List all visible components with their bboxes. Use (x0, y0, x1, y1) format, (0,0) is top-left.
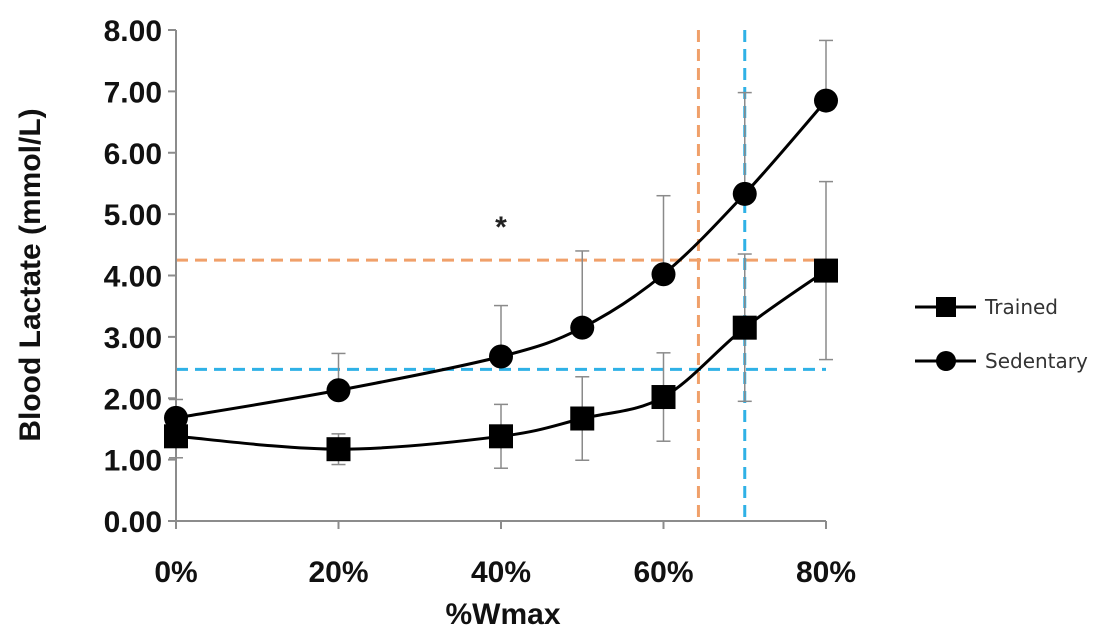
y-tick-label: 7.00 (104, 76, 162, 109)
y-tick-label: 2.00 (104, 383, 162, 416)
x-tick-label: 60% (633, 556, 693, 589)
y-tick-label: 5.00 (104, 199, 162, 232)
x-tick-label: 0% (154, 556, 197, 589)
significance-asterisk: * (495, 211, 507, 244)
trained-point (814, 258, 838, 283)
sedentary-point (164, 405, 188, 430)
y-tick-label: 6.00 (104, 138, 162, 171)
legend-label-trained: Trained (984, 295, 1058, 319)
x-tick-label: 20% (308, 556, 368, 589)
trained-point (326, 437, 351, 462)
trained-point (651, 385, 676, 410)
sedentary-point (489, 344, 513, 369)
sedentary-point (326, 378, 351, 403)
y-tick-label: 8.00 (104, 15, 162, 48)
series-markers (164, 88, 838, 462)
sedentary-point (732, 181, 757, 206)
y-axis-title: Blood Lactate (mmol/L) (14, 108, 47, 441)
series-lines (175, 99, 828, 451)
legend-label-sedentary: Sedentary (985, 349, 1088, 373)
sedentary-point (651, 262, 676, 287)
y-tick-label: 1.00 (104, 445, 162, 478)
trained-point (570, 406, 595, 431)
x-tick-label: 40% (471, 556, 531, 589)
sedentary-point (570, 315, 595, 340)
trained-point (732, 315, 757, 340)
legend: Trained Sedentary (915, 295, 1088, 373)
trained-point (489, 424, 513, 449)
y-tick-label: 3.00 (104, 322, 162, 355)
sedentary-point (814, 88, 838, 113)
y-tick-label: 4.00 (104, 261, 162, 294)
y-tick-label: 0.00 (104, 506, 162, 539)
legend-marker-sedentary (936, 351, 956, 371)
legend-marker-trained (936, 297, 956, 317)
y-axis-ticks: 0.00 1.00 2.00 3.00 4.00 5.00 6.00 7.00 8.00 (104, 15, 176, 539)
x-axis-title: %Wmax (445, 598, 560, 631)
x-tick-label: 80% (796, 556, 856, 589)
x-axis-ticks: 0% 20% 40% 60% 80% (154, 521, 856, 589)
annotations: * (495, 211, 507, 244)
